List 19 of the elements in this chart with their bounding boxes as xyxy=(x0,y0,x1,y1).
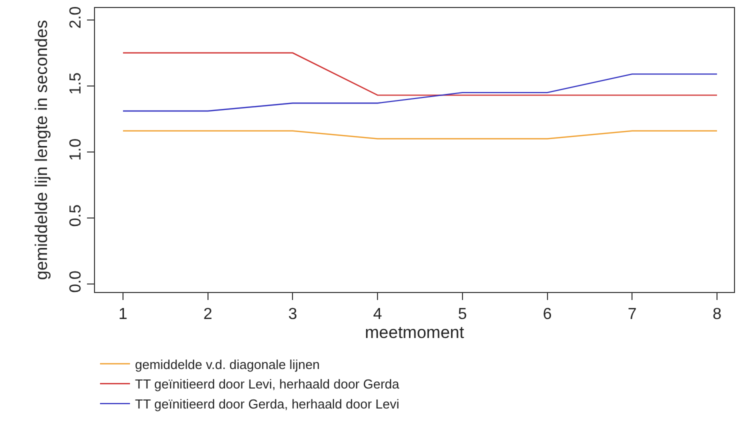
x-axis-title: meetmoment xyxy=(364,323,464,342)
x-tick-label: 8 xyxy=(712,306,722,324)
x-tick-label: 6 xyxy=(542,306,552,324)
x-tick-label: 3 xyxy=(288,306,298,324)
x-tick-label: 4 xyxy=(373,306,382,324)
y-tick-label: 2.0 xyxy=(68,6,85,29)
x-tick-label: 5 xyxy=(458,306,467,324)
line-series xyxy=(122,73,718,112)
y-tick-label: 0.0 xyxy=(68,270,85,293)
x-tick-label: 1 xyxy=(118,306,128,324)
legend-label: gemiddelde v.d. diagonale lijnen xyxy=(135,356,320,372)
x-tick-label: 2 xyxy=(203,306,212,324)
y-tick-label: 0.5 xyxy=(68,204,85,227)
legend-label: TT geïnitieerd door Levi, herhaald door Gerda xyxy=(135,376,400,392)
x-tick-label: 7 xyxy=(628,306,637,324)
y-tick-label: 1.0 xyxy=(68,138,85,161)
y-tick-label: 1.5 xyxy=(68,72,85,95)
y-axis-title: gemiddelde lijn lengte in secondes xyxy=(32,20,52,280)
legend-label: TT geïnitieerd door Gerda, herhaald door Levi xyxy=(135,396,400,412)
